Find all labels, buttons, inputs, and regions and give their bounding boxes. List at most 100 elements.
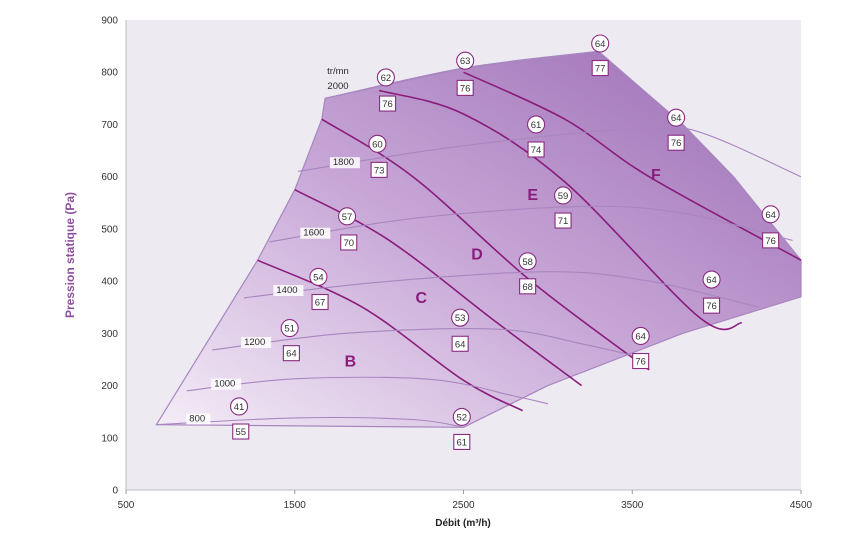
speed-curve-1800: [298, 124, 802, 178]
zone-label-B: B: [345, 353, 357, 370]
efficiency-value: 63: [460, 56, 471, 67]
y-axis-title: Pression statique (Pa): [63, 192, 77, 318]
speed-header-unit: tr/mn: [327, 66, 349, 77]
noise-value: 68: [522, 282, 533, 293]
efficiency-value: 58: [522, 257, 533, 268]
noise-value: 76: [671, 138, 682, 149]
efficiency-circle: [554, 186, 573, 205]
efficiency-circle: [280, 319, 299, 338]
noise-box: [456, 79, 474, 96]
speed-label-bg: [273, 285, 304, 296]
speed-label-bg: [329, 157, 360, 169]
y-tick-label: 0: [112, 486, 118, 497]
zone-border-4: [378, 89, 743, 331]
noise-value: 70: [343, 238, 354, 249]
zone-border-1: [257, 259, 523, 412]
efficiency-circle: [591, 34, 610, 53]
zone-label-E: E: [527, 187, 538, 204]
noise-box: [519, 278, 537, 295]
efficiency-value: 57: [342, 212, 353, 223]
y-tick-label: 600: [101, 172, 118, 183]
noise-value: 71: [558, 216, 569, 227]
efficiency-value: 64: [635, 331, 646, 342]
speed-curve-1400: [244, 271, 759, 308]
noise-box: [762, 232, 780, 249]
speed-label-800: 800: [189, 414, 205, 425]
efficiency-circle: [309, 267, 328, 286]
noise-value: 55: [235, 427, 246, 438]
efficiency-value: 54: [313, 272, 324, 283]
noise-value: 74: [531, 145, 542, 156]
noise-value: 76: [765, 236, 776, 247]
efficiency-circle: [518, 252, 537, 271]
x-tick-label: 2500: [452, 500, 475, 511]
y-tick-label: 300: [101, 329, 118, 340]
efficiency-value: 53: [455, 313, 466, 324]
efficiency-value: 60: [372, 139, 383, 150]
efficiency-circle: [702, 270, 721, 289]
noise-value: 64: [455, 339, 466, 350]
noise-value: 76: [706, 301, 717, 312]
y-tick-label: 500: [101, 224, 118, 235]
noise-box: [591, 59, 609, 77]
speed-label-bg: [186, 413, 211, 425]
y-tick-label: 800: [101, 68, 118, 79]
efficiency-value: 64: [706, 275, 717, 286]
speed-label-1600: 1600: [303, 228, 324, 239]
noise-box: [632, 352, 650, 370]
efficiency-circle: [376, 68, 395, 87]
speed-label-bg: [211, 378, 242, 390]
noise-box: [379, 95, 397, 112]
noise-box: [527, 141, 545, 158]
efficiency-circle: [451, 308, 470, 327]
y-tick-label: 900: [101, 16, 118, 27]
efficiency-circle: [368, 134, 387, 153]
efficiency-value: 64: [595, 39, 606, 50]
zone-label-F: F: [651, 167, 661, 184]
x-tick-label: 4500: [790, 500, 813, 511]
speed-label-1000: 1000: [214, 379, 235, 390]
noise-box: [340, 234, 358, 251]
y-tick-label: 400: [101, 277, 118, 288]
noise-value: 77: [595, 64, 606, 75]
efficiency-circle: [230, 397, 249, 416]
noise-value: 73: [374, 165, 385, 176]
zone-label-D: D: [471, 246, 483, 263]
efficiency-value: 64: [765, 210, 776, 221]
zone-border-3: [321, 118, 650, 371]
noise-box: [370, 161, 388, 178]
y-tick-label: 100: [101, 433, 118, 444]
efficiency-circle: [456, 51, 475, 70]
noise-box: [667, 134, 685, 151]
x-tick-label: 500: [118, 500, 135, 511]
speed-curve-1000: [186, 376, 549, 405]
zone-label-C: C: [416, 290, 428, 307]
noise-box: [282, 345, 300, 362]
efficiency-value: 41: [234, 402, 245, 413]
noise-box: [451, 335, 469, 352]
noise-box: [311, 293, 329, 311]
speed-curve-1600: [269, 205, 793, 243]
noise-value: 67: [315, 298, 326, 309]
noise-box: [554, 212, 572, 229]
efficiency-value: 51: [284, 324, 295, 335]
efficiency-circle: [527, 115, 546, 134]
speed-header-value: 2000: [327, 81, 348, 92]
speed-label-1200: 1200: [244, 337, 265, 348]
x-tick-label: 1500: [284, 500, 307, 511]
efficiency-circle: [452, 407, 471, 426]
x-tick-label: 3500: [621, 500, 644, 511]
speed-label-bg: [300, 227, 331, 239]
noise-value: 61: [457, 437, 468, 448]
zone-border-5: [463, 71, 802, 261]
noise-box: [232, 423, 250, 440]
y-tick-label: 200: [101, 381, 118, 392]
speed-label-1400: 1400: [276, 285, 297, 296]
speed-label-bg: [241, 337, 272, 348]
efficiency-value: 59: [558, 191, 569, 202]
efficiency-circle: [631, 326, 650, 345]
efficiency-value: 52: [457, 412, 468, 423]
noise-box: [453, 433, 471, 451]
x-axis-title: Débit (m³/h): [435, 518, 491, 529]
